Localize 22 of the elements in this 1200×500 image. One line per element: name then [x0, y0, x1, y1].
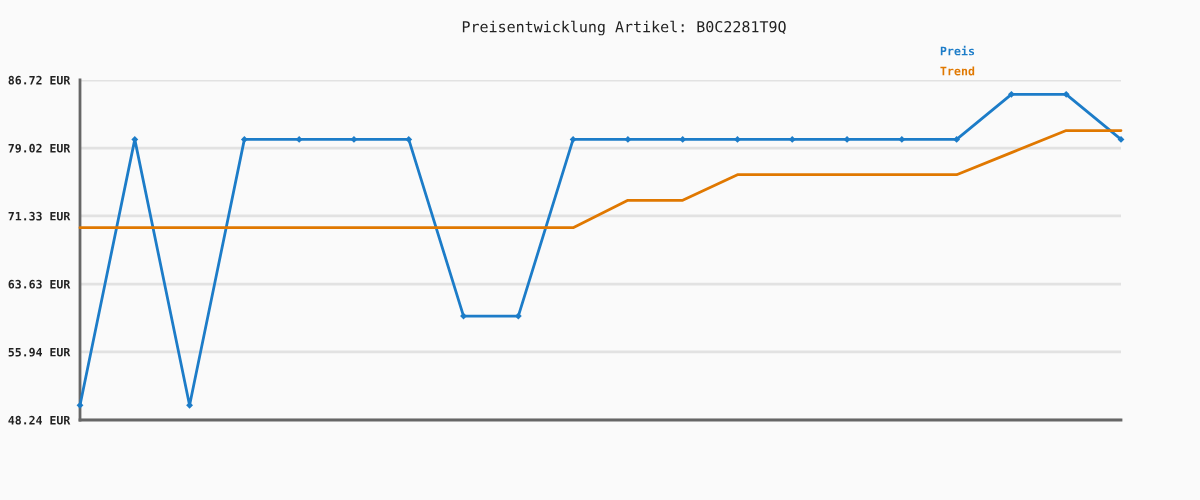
point	[350, 135, 358, 143]
text: Preis	[940, 45, 975, 56]
point	[405, 135, 413, 143]
point	[679, 135, 687, 143]
point	[76, 401, 84, 409]
point	[131, 135, 139, 143]
y-tick-label: 63.63 EUR	[8, 279, 71, 289]
point	[788, 135, 796, 143]
point	[734, 135, 741, 143]
text: Trend	[940, 66, 975, 76]
point	[1117, 135, 1125, 143]
chart-title: Preisentwicklung Artikel: B0C2281T9Q	[462, 20, 786, 36]
y-tick-label: 79.02 EUR	[8, 143, 71, 153]
y-tick-label: 48.24 EUR	[8, 415, 71, 425]
point	[240, 135, 248, 143]
point	[843, 135, 851, 143]
line-series	[78, 129, 1123, 230]
y-tick-label: 86.72 EUR	[8, 75, 71, 85]
point	[1007, 90, 1015, 98]
point	[953, 135, 961, 143]
y-tick-label: 71.33 EUR	[8, 211, 71, 221]
y-tick-label: 55.94 EUR	[8, 347, 71, 357]
